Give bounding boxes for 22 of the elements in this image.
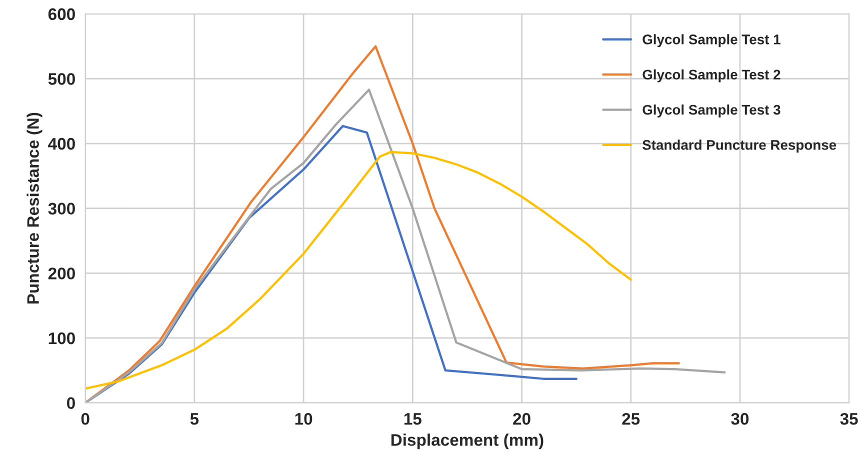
x-tick-label: 5 [190, 413, 199, 425]
legend-label: Glycol Sample Test 2 [642, 69, 780, 82]
y-axis-title: Puncture Resistance (N) [26, 112, 42, 304]
x-tick-label: 25 [622, 412, 640, 425]
y-tick-label: 200 [48, 268, 75, 280]
y-tick-label: 500 [48, 73, 75, 85]
x-tick-label: 0 [81, 412, 90, 425]
y-tick-label: 400 [48, 138, 75, 150]
x-tick-label: 30 [731, 412, 749, 425]
x-tick-label: 20 [513, 412, 530, 425]
x-axis-title: Displacement (mm) [391, 434, 544, 450]
legend-label: Standard Puncture Response [642, 140, 836, 153]
y-tick-label: 300 [48, 202, 75, 215]
x-tick-label: 10 [295, 412, 312, 425]
x-tick-label: 35 [840, 412, 858, 425]
legend-label: Glycol Sample Test 1 [642, 34, 780, 48]
x-tick-label: 15 [404, 413, 422, 425]
y-tick-label: 100 [48, 332, 75, 344]
legend-label: Glycol Sample Test 3 [642, 104, 780, 118]
line-series [85, 150, 632, 390]
y-tick-label: 0 [67, 397, 75, 410]
y-tick-label: 600 [48, 8, 75, 20]
